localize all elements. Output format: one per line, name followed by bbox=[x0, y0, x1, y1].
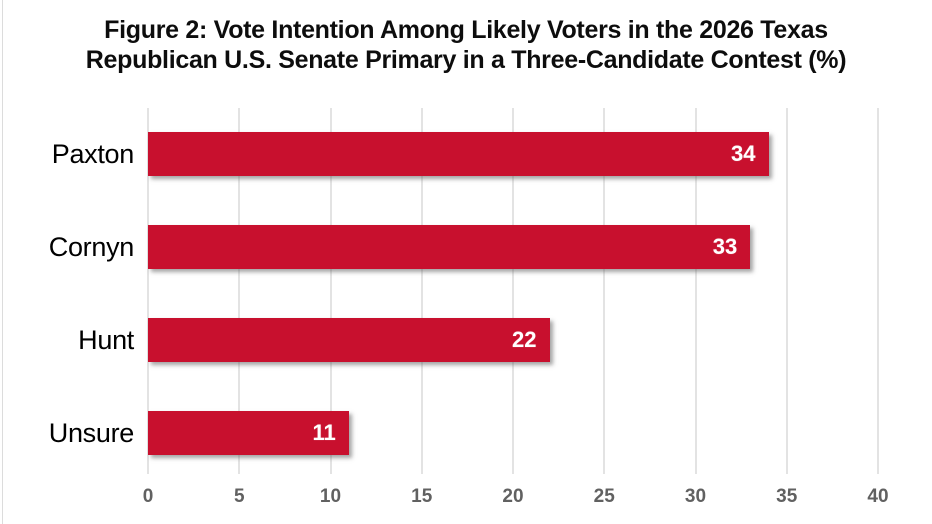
category-label-unsure: Unsure bbox=[48, 417, 135, 448]
gridline-x-30 bbox=[694, 108, 697, 474]
x-tick-label-0: 0 bbox=[142, 486, 154, 507]
chart-title-line-1: Figure 2: Vote Intention Among Likely Vo… bbox=[104, 16, 828, 44]
x-tick-label-25: 25 bbox=[593, 486, 615, 507]
gridline-x-25 bbox=[603, 108, 606, 474]
gridline-x-15 bbox=[420, 108, 423, 474]
x-tick-label-10: 10 bbox=[319, 486, 342, 507]
bar-value-label-unsure: 11 bbox=[312, 419, 336, 445]
bar-cornyn: 33 bbox=[148, 225, 751, 270]
chart-title-line-2: Republican U.S. Senate Primary in a Thre… bbox=[85, 46, 847, 74]
x-tick-label-30: 30 bbox=[684, 486, 707, 507]
bar-paxton: 34 bbox=[148, 132, 769, 177]
gridline-x-40 bbox=[877, 108, 879, 474]
category-label-hunt: Hunt bbox=[78, 324, 134, 355]
gridline-x-10 bbox=[329, 108, 332, 474]
x-tick-label-15: 15 bbox=[411, 486, 433, 507]
category-label-paxton: Paxton bbox=[51, 139, 135, 170]
x-tick-label-35: 35 bbox=[776, 486, 798, 507]
gridline-x-35 bbox=[785, 108, 788, 474]
x-tick-label-40: 40 bbox=[867, 486, 889, 507]
bar-value-label-paxton: 34 bbox=[731, 141, 756, 167]
x-tick-label-20: 20 bbox=[502, 486, 524, 507]
category-label-cornyn: Cornyn bbox=[48, 232, 135, 263]
bar-value-label-cornyn: 33 bbox=[712, 234, 738, 260]
gridline-x-0 bbox=[147, 108, 149, 474]
bar-hunt: 22 bbox=[148, 317, 550, 362]
gridline-x-5 bbox=[238, 108, 241, 474]
bar-value-label-hunt: 22 bbox=[512, 326, 537, 352]
page-left-border bbox=[2, 0, 3, 524]
x-tick-label-5: 5 bbox=[233, 486, 245, 507]
bar-unsure: 11 bbox=[148, 410, 349, 455]
gridline-x-20 bbox=[512, 108, 514, 474]
chart-title: Figure 2: Vote Intention Among Likely Vo… bbox=[0, 15, 932, 75]
